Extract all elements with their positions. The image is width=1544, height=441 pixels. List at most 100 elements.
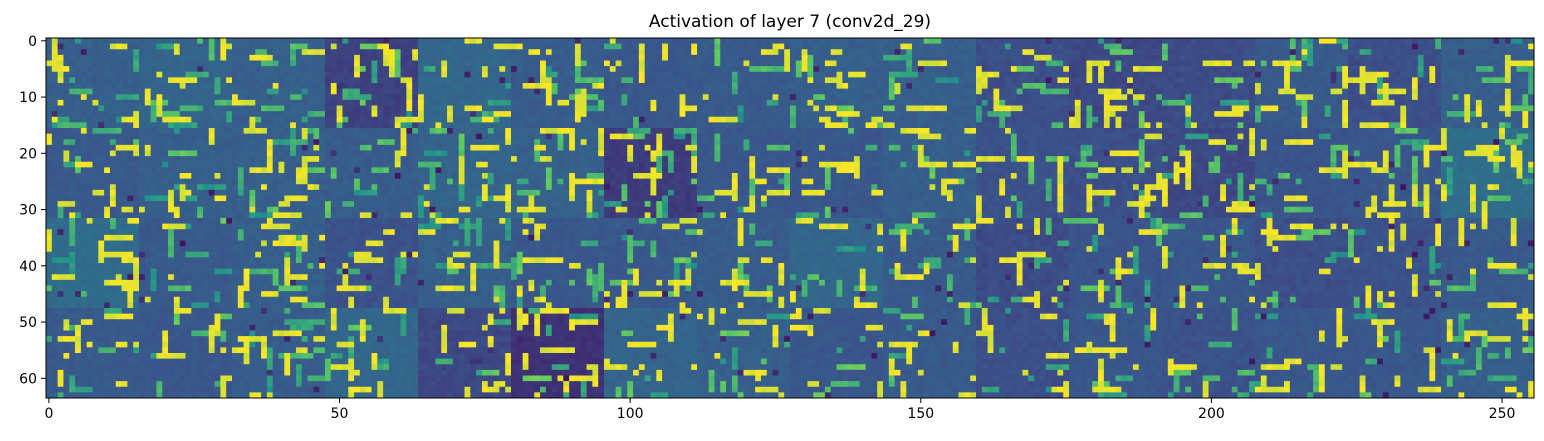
heatmap-cell [976,105,983,112]
heatmap-cell [865,60,872,67]
heatmap-cell [877,116,884,123]
heatmap-cell [394,71,401,78]
heatmap-cell [185,43,192,50]
heatmap-cell [423,43,430,50]
heatmap-cell [272,128,279,134]
heatmap-cell [888,133,895,140]
heatmap-cell [1260,88,1267,95]
heatmap-cell [987,139,994,146]
heatmap-cell [778,49,785,56]
heatmap-cell [557,66,564,73]
heatmap-cell [1441,105,1448,112]
heatmap-cell [1499,116,1506,123]
heatmap-cell [493,94,500,101]
heatmap-cell [156,128,163,134]
heatmap-cell [842,71,849,78]
heatmap-cell [98,99,105,106]
heatmap-cell [592,83,599,89]
heatmap-cell [941,105,948,112]
heatmap-cell [1231,122,1238,129]
heatmap-cell [702,133,709,140]
heatmap-cell [1022,60,1029,67]
heatmap-cell [865,66,872,73]
heatmap-cell [452,77,460,84]
heatmap-cell [354,77,361,84]
heatmap-cell [1022,122,1029,129]
heatmap-cell [319,54,326,61]
heatmap-cell [1522,116,1529,123]
heatmap-cell [168,60,175,67]
heatmap-cell [545,111,553,118]
heatmap-cell [168,111,175,118]
heatmap-cell [46,122,53,129]
heatmap-cell [208,105,215,112]
heatmap-cell [400,122,407,129]
heatmap-cell [220,71,227,78]
heatmap-cell [1441,71,1448,78]
heatmap-cell [534,49,541,56]
heatmap-cell [853,116,861,123]
heatmap-cell [598,38,605,44]
heatmap-cell [1039,54,1047,61]
heatmap-cell [1377,116,1384,123]
heatmap-cell [1016,38,1023,44]
heatmap-cell [1359,94,1366,101]
heatmap-cell [1504,111,1512,118]
heatmap-cell [511,60,518,67]
heatmap-cell [162,54,169,61]
heatmap-cell [993,99,1000,106]
heatmap-cell [1377,94,1384,101]
heatmap-cell [1225,54,1233,61]
heatmap-cell [371,54,378,61]
heatmap-cell [883,83,890,89]
heatmap-cell [755,116,762,123]
heatmap-cell [853,71,861,78]
heatmap-cell [1330,122,1337,129]
heatmap-cell [836,133,843,140]
heatmap-cell [1464,43,1471,50]
heatmap-cell [627,105,634,112]
heatmap-cell [197,139,204,146]
heatmap-cell [580,54,587,61]
heatmap-cell [1255,128,1262,134]
heatmap-cell [115,94,122,101]
heatmap-cell [912,94,919,101]
heatmap-cell [435,77,442,84]
heatmap-cell [139,66,146,73]
heatmap-cell [1092,43,1099,50]
heatmap-cell [1307,88,1314,95]
heatmap-cell [731,77,739,84]
heatmap-cell [185,71,192,78]
heatmap-cell [1528,99,1535,106]
heatmap-cell [1382,116,1390,123]
heatmap-cell [1138,111,1145,118]
heatmap-cell [1522,38,1529,44]
heatmap-cell [98,133,105,140]
heatmap-cell [80,111,88,118]
heatmap-cell [720,38,727,44]
heatmap-cell [179,105,186,112]
heatmap-cell [650,139,657,146]
heatmap-cell [354,99,361,106]
heatmap-cell [598,111,605,118]
heatmap-cell [691,77,698,84]
heatmap-cell [1092,88,1099,95]
heatmap-cell [435,43,442,50]
heatmap-cell [958,128,965,134]
heatmap-cell [1074,116,1081,123]
heatmap-cell [406,43,413,50]
heatmap-cell [1167,94,1174,101]
heatmap-cell [1336,139,1343,146]
heatmap-cell [1225,77,1233,84]
heatmap-cell [1313,99,1320,106]
heatmap-cell [1348,60,1355,67]
heatmap-cell [202,60,210,67]
heatmap-cell [569,83,576,89]
heatmap-cell [1423,99,1430,106]
heatmap-cell [272,122,279,129]
heatmap-cell [795,49,802,56]
heatmap-cell [1196,66,1204,73]
heatmap-cell [784,71,791,78]
heatmap-cell [685,49,692,56]
heatmap-cell [1289,122,1297,129]
